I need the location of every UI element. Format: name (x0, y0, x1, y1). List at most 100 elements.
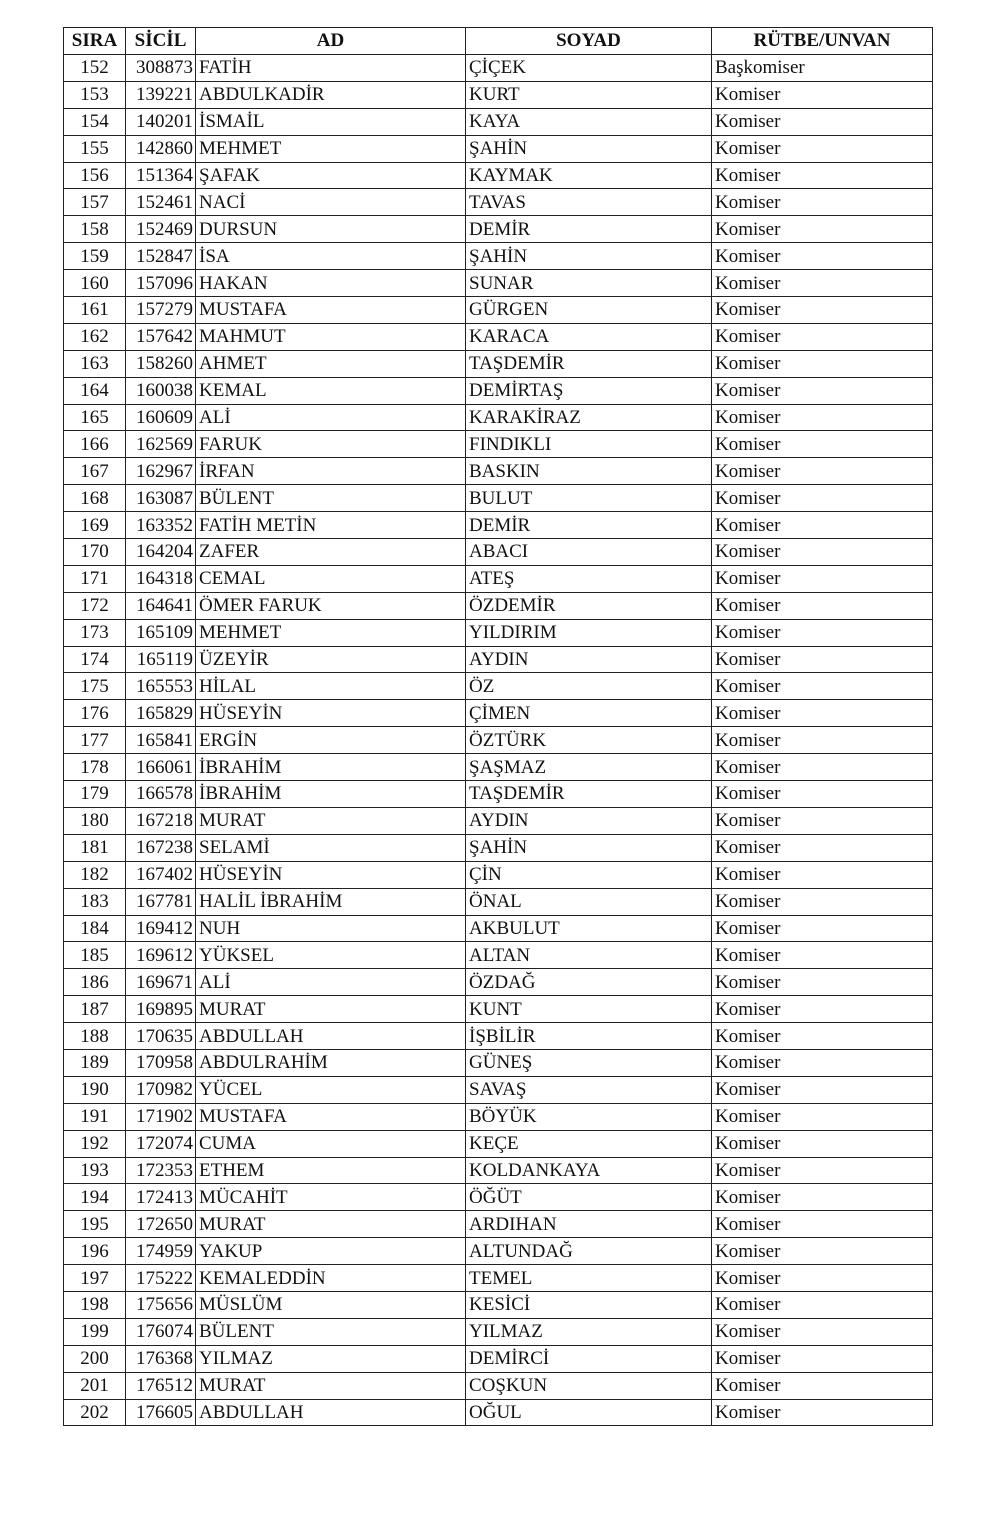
cell-soyad: KARACA (465, 322, 712, 351)
cell-rutbe: Komiser (711, 1022, 933, 1050)
cell-sicil: 152847 (125, 242, 196, 271)
cell-rutbe: Komiser (711, 780, 933, 808)
cell-sira: 196 (63, 1237, 126, 1266)
cell-soyad: ÖZDEMİR (465, 591, 712, 620)
cell-soyad: ALTAN (465, 941, 712, 970)
header-sicil: SİCİL (125, 27, 196, 55)
cell-soyad: ALTUNDAĞ (465, 1237, 712, 1266)
cell-rutbe: Komiser (711, 376, 933, 405)
cell-rutbe: Komiser (711, 403, 933, 432)
cell-sira: 176 (63, 699, 126, 728)
cell-sira: 190 (63, 1075, 126, 1104)
cell-ad: İSMAİL (195, 107, 466, 136)
cell-sicil: 164204 (125, 538, 196, 566)
cell-sira: 173 (63, 618, 126, 647)
cell-ad: MURAT (195, 806, 466, 835)
cell-sicil: 175656 (125, 1290, 196, 1319)
cell-soyad: YILMAZ (465, 1317, 712, 1346)
cell-ad: ABDULLAH (195, 1398, 466, 1427)
cell-sicil: 172650 (125, 1210, 196, 1239)
table-row: 179 166578 İBRAHİM TAŞDEMİR Komiser (63, 780, 933, 808)
cell-sira: 175 (63, 672, 126, 701)
cell-rutbe: Komiser (711, 1210, 933, 1239)
cell-rutbe: Komiser (711, 1317, 933, 1346)
table-row: 176 165829 HÜSEYİN ÇİMEN Komiser (63, 699, 933, 728)
table-row: 181 167238 SELAMİ ŞAHİN Komiser (63, 833, 933, 862)
cell-soyad: AYDIN (465, 806, 712, 835)
cell-rutbe: Komiser (711, 618, 933, 647)
table-row: 192 172074 CUMA KEÇE Komiser (63, 1129, 933, 1158)
table-row: 158 152469 DURSUN DEMİR Komiser (63, 215, 933, 244)
cell-sicil: 169412 (125, 914, 196, 943)
cell-soyad: BÖYÜK (465, 1102, 712, 1131)
cell-ad: HÜSEYİN (195, 699, 466, 728)
cell-soyad: TAŞDEMİR (465, 780, 712, 808)
cell-ad: FARUK (195, 430, 466, 459)
cell-ad: MURAT (195, 995, 466, 1024)
cell-sira: 199 (63, 1317, 126, 1346)
cell-rutbe: Komiser (711, 538, 933, 566)
cell-sicil: 151364 (125, 161, 196, 190)
cell-rutbe: Komiser (711, 430, 933, 459)
cell-rutbe: Komiser (711, 161, 933, 190)
cell-ad: SELAMİ (195, 833, 466, 862)
table-row: 153 139221 ABDULKADİR KURT Komiser (63, 80, 933, 109)
cell-ad: KEMAL (195, 376, 466, 405)
cell-soyad: DEMİR (465, 511, 712, 540)
cell-soyad: GÜRGEN (465, 296, 712, 324)
table-row: 187 169895 MURAT KUNT Komiser (63, 995, 933, 1024)
cell-sira: 201 (63, 1371, 126, 1400)
cell-ad: ŞAFAK (195, 161, 466, 190)
cell-sicil: 176074 (125, 1317, 196, 1346)
cell-sicil: 164641 (125, 591, 196, 620)
cell-sicil: 158260 (125, 349, 196, 378)
cell-ad: İBRAHİM (195, 753, 466, 782)
table-row: 171 164318 CEMAL ATEŞ Komiser (63, 564, 933, 593)
cell-rutbe: Komiser (711, 457, 933, 486)
header-soyad: SOYAD (465, 27, 712, 55)
cell-sira: 191 (63, 1102, 126, 1131)
cell-soyad: KARAKİRAZ (465, 403, 712, 432)
cell-sicil: 169612 (125, 941, 196, 970)
cell-sira: 159 (63, 242, 126, 271)
cell-sira: 183 (63, 887, 126, 916)
cell-sira: 187 (63, 995, 126, 1024)
cell-ad: ÖMER FARUK (195, 591, 466, 620)
cell-rutbe: Başkomiser (711, 54, 933, 82)
table-row: 199 176074 BÜLENT YILMAZ Komiser (63, 1317, 933, 1346)
table-row: 164 160038 KEMAL DEMİRTAŞ Komiser (63, 376, 933, 405)
cell-rutbe: Komiser (711, 645, 933, 674)
cell-rutbe: Komiser (711, 269, 933, 298)
cell-rutbe: Komiser (711, 1183, 933, 1212)
cell-soyad: OĞUL (465, 1398, 712, 1427)
cell-rutbe: Komiser (711, 1048, 933, 1077)
personnel-table: SIRA SİCİL AD SOYAD RÜTBE/UNVAN 152 30887… (63, 27, 933, 1427)
cell-sicil: 167238 (125, 833, 196, 862)
cell-sira: 194 (63, 1183, 126, 1212)
table-row: 177 165841 ERGİN ÖZTÜRK Komiser (63, 726, 933, 755)
cell-rutbe: Komiser (711, 1398, 933, 1427)
table-row: 196 174959 YAKUP ALTUNDAĞ Komiser (63, 1237, 933, 1266)
cell-soyad: ŞAŞMAZ (465, 753, 712, 782)
cell-soyad: ABACI (465, 538, 712, 566)
cell-rutbe: Komiser (711, 753, 933, 782)
cell-sicil: 165829 (125, 699, 196, 728)
cell-sicil: 170635 (125, 1022, 196, 1050)
cell-soyad: KUNT (465, 995, 712, 1024)
cell-sira: 182 (63, 860, 126, 889)
cell-ad: MUSTAFA (195, 1102, 466, 1131)
cell-rutbe: Komiser (711, 887, 933, 916)
cell-rutbe: Komiser (711, 1290, 933, 1319)
cell-rutbe: Komiser (711, 1344, 933, 1373)
cell-ad: ABDULKADİR (195, 80, 466, 109)
cell-sira: 163 (63, 349, 126, 378)
cell-sira: 157 (63, 188, 126, 217)
cell-soyad: ÖZTÜRK (465, 726, 712, 755)
cell-sicil: 160038 (125, 376, 196, 405)
cell-sira: 195 (63, 1210, 126, 1239)
cell-soyad: İŞBİLİR (465, 1022, 712, 1050)
cell-ad: HALİL İBRAHİM (195, 887, 466, 916)
cell-rutbe: Komiser (711, 242, 933, 271)
cell-sira: 169 (63, 511, 126, 540)
table-row: 166 162569 FARUK FINDIKLI Komiser (63, 430, 933, 459)
